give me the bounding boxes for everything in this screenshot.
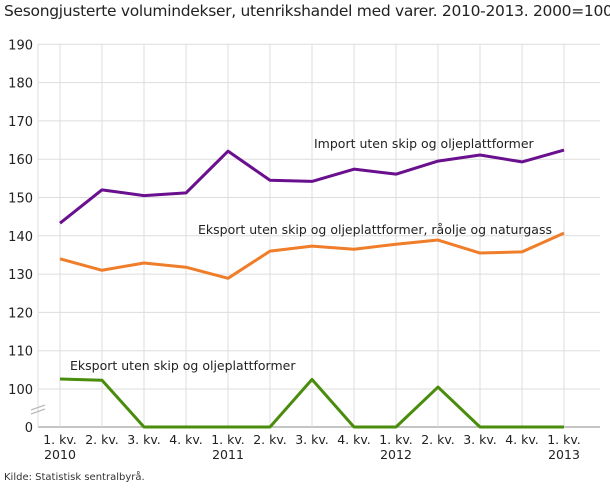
y-tick-label: 150 — [8, 192, 33, 207]
y-tick-label: 120 — [8, 306, 33, 321]
x-tick-label: 4. kv. — [505, 432, 539, 447]
source-note: Kilde: Statistisk sentralbyrå. — [4, 472, 145, 483]
y-tick-label: 0 — [25, 421, 33, 436]
x-tick-year: 2011 — [212, 447, 244, 462]
x-tick-label: 3. kv. — [127, 432, 161, 447]
x-tick-label: 1. kv. — [547, 432, 581, 447]
x-tick-year: 2013 — [548, 447, 580, 462]
y-tick-label: 170 — [8, 115, 33, 130]
axis-break-mark — [30, 408, 46, 415]
y-tick-label: 140 — [8, 230, 33, 245]
y-tick-label: 100 — [8, 383, 33, 398]
x-tick-year: 2010 — [44, 447, 76, 462]
x-tick-label: 1. kv. — [379, 432, 413, 447]
y-tick-label: 130 — [8, 268, 33, 283]
x-tick-year: 2012 — [380, 447, 412, 462]
x-tick-label: 2. kv. — [421, 432, 455, 447]
series-label: Eksport uten skip og oljeplattformer — [70, 358, 296, 373]
series-label: Import uten skip og oljeplattformer — [314, 136, 535, 151]
x-tick-label: 2. kv. — [85, 432, 119, 447]
x-tick-label: 4. kv. — [169, 432, 203, 447]
axis-break-mark — [30, 404, 46, 411]
series-line — [59, 377, 564, 429]
y-tick-label: 190 — [8, 38, 33, 53]
series-line — [59, 148, 565, 225]
chart-title: Sesongjusterte volumindekser, utenriksha… — [4, 2, 610, 20]
y-tick-label: 180 — [8, 77, 33, 92]
y-tick-label: 110 — [8, 345, 33, 360]
x-tick-label: 2. kv. — [253, 432, 287, 447]
x-tick-label: 4. kv. — [337, 432, 371, 447]
x-tick-label: 1. kv. — [211, 432, 245, 447]
series-line — [59, 231, 565, 280]
x-tick-label: 3. kv. — [295, 432, 329, 447]
y-tick-label: 160 — [8, 153, 33, 168]
x-tick-label: 1. kv. — [43, 432, 77, 447]
series-label: Eksport uten skip og oljeplattformer, rå… — [198, 222, 552, 237]
x-tick-label: 3. kv. — [463, 432, 497, 447]
